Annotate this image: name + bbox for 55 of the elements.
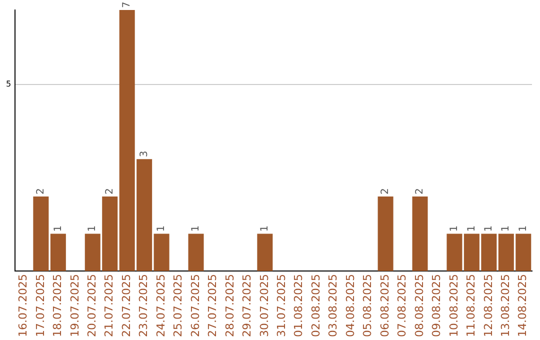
x-tick-label: 25.07.2025 bbox=[172, 274, 185, 338]
x-tick-label: 24.07.2025 bbox=[154, 274, 168, 338]
data-label: 1 bbox=[52, 225, 64, 232]
data-label: 1 bbox=[449, 225, 460, 232]
data-label: 1 bbox=[260, 225, 271, 232]
x-tick-label: 16.07.2025 bbox=[16, 274, 30, 338]
bar bbox=[412, 196, 428, 272]
data-label: 2 bbox=[36, 188, 47, 194]
x-tick-label: 29.07.2025 bbox=[240, 274, 254, 338]
x-tick-label: 07.08.2025 bbox=[396, 274, 409, 338]
x-tick-label: 26.07.2025 bbox=[188, 274, 202, 338]
bar bbox=[188, 234, 204, 272]
x-tick-label: 12.08.2025 bbox=[482, 274, 495, 338]
data-label: 1 bbox=[518, 225, 529, 232]
data-label: 1 bbox=[87, 225, 98, 232]
x-tick-label: 28.07.2025 bbox=[223, 274, 236, 338]
x-tick-label: 31.07.2025 bbox=[275, 274, 288, 338]
x-tick-label: 27.07.2025 bbox=[206, 274, 220, 338]
data-label: 2 bbox=[414, 188, 426, 194]
data-label: 1 bbox=[484, 225, 495, 232]
bar bbox=[33, 196, 49, 272]
data-label: 3 bbox=[138, 150, 150, 158]
x-tick-label: 01.08.2025 bbox=[292, 274, 306, 338]
bar bbox=[378, 196, 394, 272]
x-tick-label: 17.07.2025 bbox=[34, 274, 47, 338]
x-tick-label: 18.07.2025 bbox=[51, 274, 64, 338]
x-tick-label: 10.08.2025 bbox=[447, 274, 460, 338]
data-label: 2 bbox=[104, 188, 116, 194]
x-tick-label: 06.08.2025 bbox=[378, 274, 392, 338]
data-label: 2 bbox=[380, 188, 392, 194]
bar bbox=[50, 234, 66, 272]
x-tick-label: 30.07.2025 bbox=[258, 274, 271, 338]
data-label: 7 bbox=[122, 2, 133, 8]
x-tick-label: 04.08.2025 bbox=[344, 274, 357, 338]
x-tick-label: 20.07.2025 bbox=[85, 274, 98, 338]
x-tick-label: 14.08.2025 bbox=[516, 274, 530, 338]
x-tick-label: 08.08.2025 bbox=[412, 274, 426, 338]
x-tick-label: 09.08.2025 bbox=[430, 274, 444, 338]
bar bbox=[446, 234, 462, 272]
x-tick-label: 13.08.2025 bbox=[499, 274, 512, 338]
y-tick-label: 5 bbox=[6, 80, 12, 89]
x-tick-label: 03.08.2025 bbox=[326, 274, 340, 338]
x-tick-label: 22.07.2025 bbox=[120, 274, 133, 338]
x-tick-label: 23.07.2025 bbox=[137, 274, 150, 338]
x-tick-label: 02.08.2025 bbox=[309, 274, 322, 338]
data-label: 1 bbox=[190, 225, 202, 232]
data-label: 1 bbox=[156, 225, 168, 232]
bar bbox=[154, 234, 170, 272]
data-label: 1 bbox=[466, 225, 478, 232]
bar bbox=[257, 234, 273, 272]
x-tick-label: 11.08.2025 bbox=[464, 274, 478, 338]
x-tick-label: 19.07.2025 bbox=[68, 274, 82, 338]
x-tick-label: 05.08.2025 bbox=[361, 274, 374, 338]
x-tick-label: 21.07.2025 bbox=[102, 274, 116, 338]
data-label: 1 bbox=[500, 225, 512, 232]
